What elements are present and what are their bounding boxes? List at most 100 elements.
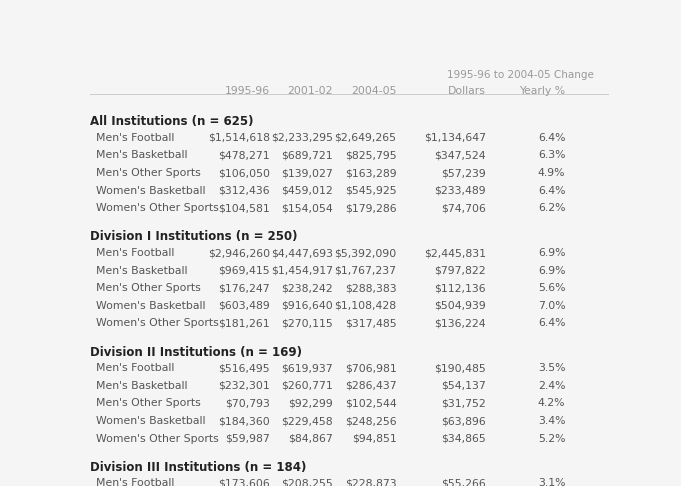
Text: Women's Basketball: Women's Basketball bbox=[95, 186, 205, 196]
Text: 6.4%: 6.4% bbox=[538, 133, 565, 143]
Text: Men's Football: Men's Football bbox=[95, 133, 174, 143]
Text: $270,115: $270,115 bbox=[281, 318, 333, 329]
Text: $70,793: $70,793 bbox=[225, 399, 270, 408]
Text: $1,454,917: $1,454,917 bbox=[271, 266, 333, 276]
Text: $288,383: $288,383 bbox=[345, 283, 396, 293]
Text: All Institutions (n = 625): All Institutions (n = 625) bbox=[91, 115, 254, 128]
Text: $233,489: $233,489 bbox=[434, 186, 486, 196]
Text: $34,865: $34,865 bbox=[441, 434, 486, 444]
Text: $2,649,265: $2,649,265 bbox=[334, 133, 396, 143]
Text: Women's Basketball: Women's Basketball bbox=[95, 301, 205, 311]
Text: $232,301: $232,301 bbox=[218, 381, 270, 391]
Text: 6.2%: 6.2% bbox=[538, 203, 565, 213]
Text: Women's Other Sports: Women's Other Sports bbox=[95, 203, 219, 213]
Text: 2.4%: 2.4% bbox=[538, 381, 565, 391]
Text: $181,261: $181,261 bbox=[218, 318, 270, 329]
Text: $59,987: $59,987 bbox=[225, 434, 270, 444]
Text: Division I Institutions (n = 250): Division I Institutions (n = 250) bbox=[91, 230, 298, 243]
Text: $689,721: $689,721 bbox=[281, 151, 333, 160]
Text: 2001-02: 2001-02 bbox=[287, 86, 333, 96]
Text: $228,873: $228,873 bbox=[345, 479, 396, 486]
Text: Men's Football: Men's Football bbox=[95, 363, 174, 373]
Text: $31,752: $31,752 bbox=[441, 399, 486, 408]
Text: $317,485: $317,485 bbox=[345, 318, 396, 329]
Text: $229,458: $229,458 bbox=[281, 416, 333, 426]
Text: $5,392,090: $5,392,090 bbox=[334, 248, 396, 258]
Text: Men's Other Sports: Men's Other Sports bbox=[95, 283, 200, 293]
Text: 1995-96: 1995-96 bbox=[225, 86, 270, 96]
Text: $478,271: $478,271 bbox=[218, 151, 270, 160]
Text: $173,606: $173,606 bbox=[218, 479, 270, 486]
Text: $104,581: $104,581 bbox=[218, 203, 270, 213]
Text: $139,027: $139,027 bbox=[281, 168, 333, 178]
Text: 1995-96 to 2004-05 Change: 1995-96 to 2004-05 Change bbox=[447, 69, 594, 80]
Text: $190,485: $190,485 bbox=[434, 363, 486, 373]
Text: 7.0%: 7.0% bbox=[538, 301, 565, 311]
Text: $154,054: $154,054 bbox=[281, 203, 333, 213]
Text: $184,360: $184,360 bbox=[218, 416, 270, 426]
Text: 4.9%: 4.9% bbox=[538, 168, 565, 178]
Text: $92,299: $92,299 bbox=[289, 399, 333, 408]
Text: $248,256: $248,256 bbox=[345, 416, 396, 426]
Text: $312,436: $312,436 bbox=[218, 186, 270, 196]
Text: $94,851: $94,851 bbox=[352, 434, 396, 444]
Text: 3.4%: 3.4% bbox=[538, 416, 565, 426]
Text: $84,867: $84,867 bbox=[289, 434, 333, 444]
Text: Yearly %: Yearly % bbox=[520, 86, 565, 96]
Text: $603,489: $603,489 bbox=[218, 301, 270, 311]
Text: 6.4%: 6.4% bbox=[538, 186, 565, 196]
Text: $347,524: $347,524 bbox=[434, 151, 486, 160]
Text: Division II Institutions (n = 169): Division II Institutions (n = 169) bbox=[91, 346, 302, 359]
Text: $1,108,428: $1,108,428 bbox=[334, 301, 396, 311]
Text: $238,242: $238,242 bbox=[281, 283, 333, 293]
Text: $2,445,831: $2,445,831 bbox=[424, 248, 486, 258]
Text: 5.2%: 5.2% bbox=[538, 434, 565, 444]
Text: $2,946,260: $2,946,260 bbox=[208, 248, 270, 258]
Text: Men's Basketball: Men's Basketball bbox=[95, 266, 187, 276]
Text: $619,937: $619,937 bbox=[281, 363, 333, 373]
Text: 3.1%: 3.1% bbox=[538, 479, 565, 486]
Text: $1,514,618: $1,514,618 bbox=[208, 133, 270, 143]
Text: $459,012: $459,012 bbox=[281, 186, 333, 196]
Text: $74,706: $74,706 bbox=[441, 203, 486, 213]
Text: $4,447,693: $4,447,693 bbox=[271, 248, 333, 258]
Text: $176,247: $176,247 bbox=[218, 283, 270, 293]
Text: Men's Other Sports: Men's Other Sports bbox=[95, 168, 200, 178]
Text: $545,925: $545,925 bbox=[345, 186, 396, 196]
Text: $516,495: $516,495 bbox=[218, 363, 270, 373]
Text: 5.6%: 5.6% bbox=[538, 283, 565, 293]
Text: $2,233,295: $2,233,295 bbox=[271, 133, 333, 143]
Text: Men's Basketball: Men's Basketball bbox=[95, 151, 187, 160]
Text: $706,981: $706,981 bbox=[345, 363, 396, 373]
Text: $969,415: $969,415 bbox=[218, 266, 270, 276]
Text: $286,437: $286,437 bbox=[345, 381, 396, 391]
Text: $163,289: $163,289 bbox=[345, 168, 396, 178]
Text: 2004-05: 2004-05 bbox=[351, 86, 396, 96]
Text: 6.3%: 6.3% bbox=[538, 151, 565, 160]
Text: $136,224: $136,224 bbox=[434, 318, 486, 329]
Text: Men's Other Sports: Men's Other Sports bbox=[95, 399, 200, 408]
Text: $106,050: $106,050 bbox=[218, 168, 270, 178]
Text: 6.4%: 6.4% bbox=[538, 318, 565, 329]
Text: $260,771: $260,771 bbox=[281, 381, 333, 391]
Text: Women's Other Sports: Women's Other Sports bbox=[95, 318, 219, 329]
Text: $57,239: $57,239 bbox=[441, 168, 486, 178]
Text: $825,795: $825,795 bbox=[345, 151, 396, 160]
Text: $1,767,237: $1,767,237 bbox=[334, 266, 396, 276]
Text: $797,822: $797,822 bbox=[434, 266, 486, 276]
Text: $916,640: $916,640 bbox=[281, 301, 333, 311]
Text: $179,286: $179,286 bbox=[345, 203, 396, 213]
Text: 6.9%: 6.9% bbox=[538, 248, 565, 258]
Text: $54,137: $54,137 bbox=[441, 381, 486, 391]
Text: Women's Basketball: Women's Basketball bbox=[95, 416, 205, 426]
Text: 6.9%: 6.9% bbox=[538, 266, 565, 276]
Text: $55,266: $55,266 bbox=[441, 479, 486, 486]
Text: Men's Football: Men's Football bbox=[95, 248, 174, 258]
Text: $1,134,647: $1,134,647 bbox=[424, 133, 486, 143]
Text: $504,939: $504,939 bbox=[434, 301, 486, 311]
Text: 3.5%: 3.5% bbox=[538, 363, 565, 373]
Text: $102,544: $102,544 bbox=[345, 399, 396, 408]
Text: Men's Basketball: Men's Basketball bbox=[95, 381, 187, 391]
Text: Men's Football: Men's Football bbox=[95, 479, 174, 486]
Text: 4.2%: 4.2% bbox=[538, 399, 565, 408]
